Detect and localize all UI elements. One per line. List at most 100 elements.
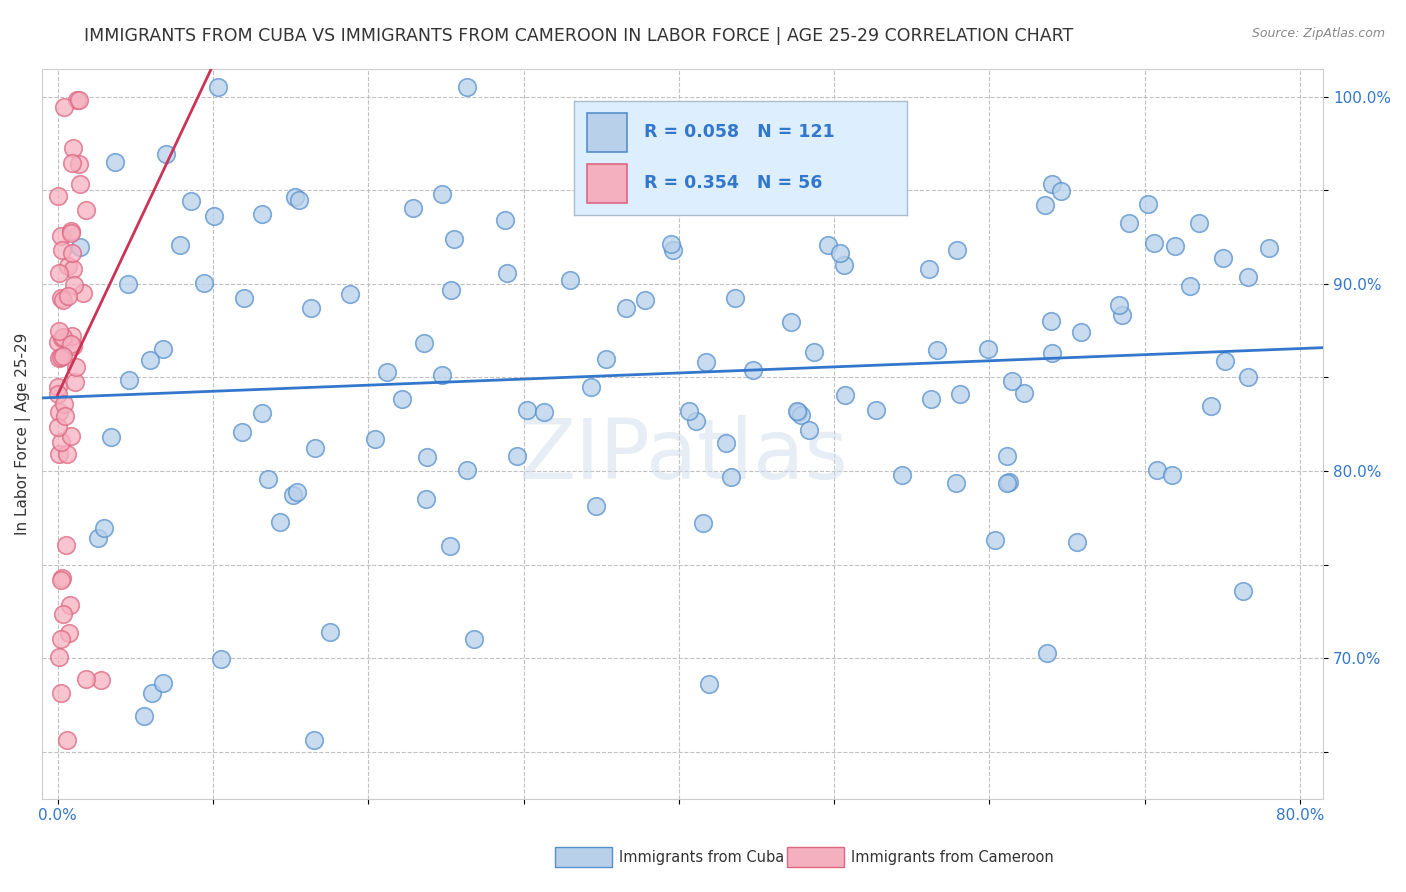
Point — [439, 540, 461, 554]
Point — [391, 392, 413, 407]
Point — [533, 404, 555, 418]
Point — [997, 475, 1019, 490]
Point — [49, 632, 72, 646]
Point — [1143, 235, 1166, 250]
Point — [1040, 346, 1063, 360]
Point — [58, 625, 80, 640]
Point — [1146, 463, 1168, 477]
Point — [662, 244, 685, 258]
Point — [209, 651, 232, 665]
Point — [69, 239, 91, 253]
Point — [1118, 216, 1140, 230]
Point — [834, 387, 856, 401]
Point — [284, 190, 307, 204]
Point — [659, 236, 682, 251]
Point — [152, 676, 174, 690]
Point — [285, 484, 308, 499]
Point — [1066, 535, 1088, 549]
Point — [67, 157, 90, 171]
Point — [1050, 184, 1073, 198]
Point — [63, 375, 86, 389]
Point — [59, 598, 82, 612]
Text: Immigrants from Cuba: Immigrants from Cuba — [619, 850, 785, 864]
Point — [283, 488, 305, 502]
Point — [927, 343, 949, 358]
Point — [742, 363, 765, 377]
Point — [75, 672, 97, 686]
Point — [51, 350, 73, 364]
Point — [51, 686, 73, 700]
Text: ZIPatlas: ZIPatlas — [517, 415, 848, 496]
Point — [257, 472, 280, 486]
Point — [51, 243, 73, 257]
Point — [87, 531, 110, 545]
Point — [339, 287, 361, 301]
Point — [304, 441, 326, 455]
Point — [232, 291, 254, 305]
Point — [299, 301, 322, 316]
Point — [75, 202, 97, 217]
Point — [250, 207, 273, 221]
Point — [995, 476, 1018, 491]
Point — [250, 406, 273, 420]
Point — [56, 447, 79, 461]
Point — [685, 414, 707, 428]
Point — [413, 336, 436, 351]
Point — [65, 359, 87, 374]
Point — [1040, 314, 1063, 328]
Point — [51, 331, 73, 345]
Point — [496, 266, 519, 280]
Point — [48, 405, 70, 419]
Point — [430, 186, 453, 201]
Point — [716, 436, 738, 450]
Point — [1178, 279, 1201, 293]
Point — [1012, 386, 1035, 401]
Point — [1199, 399, 1222, 413]
Point — [1040, 177, 1063, 191]
Point — [1111, 308, 1133, 322]
Point — [416, 450, 439, 464]
Point — [52, 293, 75, 308]
Point — [139, 352, 162, 367]
Point — [440, 283, 463, 297]
Point — [779, 315, 801, 329]
Point — [678, 404, 700, 418]
Point — [55, 538, 77, 552]
Point — [560, 272, 582, 286]
Point — [375, 366, 398, 380]
Point — [634, 293, 657, 307]
Point — [193, 277, 215, 291]
Point — [67, 94, 90, 108]
Point — [506, 449, 529, 463]
Point — [69, 177, 91, 191]
Point — [949, 387, 972, 401]
Point — [100, 430, 122, 444]
Point — [920, 392, 942, 407]
Point — [830, 246, 852, 260]
Point — [62, 141, 84, 155]
Point — [52, 349, 75, 363]
Point — [977, 343, 1000, 357]
Point — [169, 238, 191, 252]
Point — [1236, 270, 1258, 285]
Point — [60, 245, 83, 260]
Point — [59, 224, 82, 238]
Text: Source: ZipAtlas.com: Source: ZipAtlas.com — [1251, 27, 1385, 40]
Point — [443, 232, 465, 246]
Point — [695, 354, 717, 368]
Point — [48, 351, 70, 365]
Point — [494, 212, 516, 227]
Point — [430, 368, 453, 382]
Point — [59, 337, 82, 351]
Point — [790, 409, 813, 423]
Point — [46, 335, 69, 350]
Point — [724, 291, 747, 305]
Point — [1070, 325, 1092, 339]
Point — [918, 262, 941, 277]
Point — [48, 324, 70, 338]
Point — [288, 193, 311, 207]
Point — [302, 733, 325, 747]
Point — [48, 649, 70, 664]
Point — [52, 607, 75, 621]
Point — [53, 100, 76, 114]
